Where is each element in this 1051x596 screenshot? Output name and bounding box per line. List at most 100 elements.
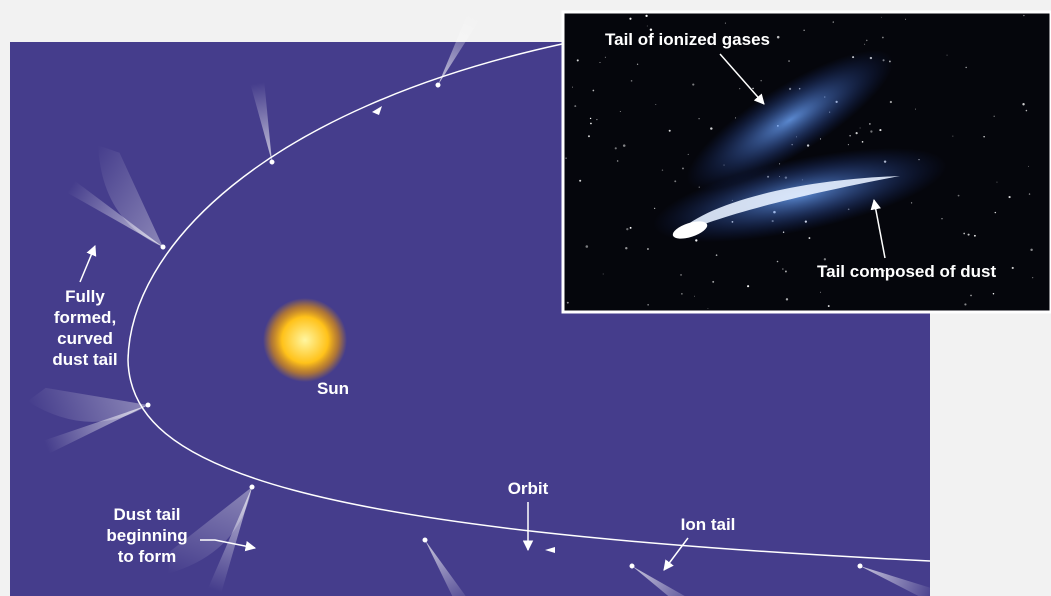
star [760,79,762,82]
star [715,254,718,256]
star [752,87,754,90]
star [728,44,731,47]
star [785,298,789,301]
comet-nucleus [160,244,166,250]
comet-dust-tail [98,145,163,247]
label: dust tail [52,350,117,369]
orbit-path [127,43,931,562]
star [803,29,805,31]
comets [27,10,937,596]
star [861,141,864,143]
comet-tail [438,10,482,85]
star [946,54,948,56]
star [596,118,598,121]
star [574,105,577,108]
comet-nucleus [435,82,441,88]
orbit-arrows [372,106,555,553]
star [724,22,726,24]
star [827,305,830,308]
star [1028,193,1031,195]
star [629,17,632,20]
star [680,274,682,276]
star [832,21,834,23]
star [1023,14,1025,17]
star [788,60,790,62]
star [957,194,960,197]
label: beginning [106,526,187,545]
star [579,179,582,182]
star [565,157,567,160]
star [654,207,656,209]
star [712,280,715,283]
star [655,103,657,105]
star [993,115,995,117]
star [970,294,972,297]
star [776,260,779,263]
star [963,232,966,235]
star [1008,195,1011,199]
inset-label: Tail of ionized gases [605,30,770,49]
star [674,180,677,183]
star [636,63,639,65]
star [881,16,882,18]
star [622,144,626,147]
star [681,293,683,295]
label: Ion tail [681,515,736,534]
star [973,234,976,237]
star [645,14,648,18]
star [882,36,884,39]
inset-photo: Tail of ionized gases Tail composed of d… [561,10,1051,314]
star [698,117,700,120]
comet-tail [425,540,473,596]
star [647,248,649,250]
star [849,135,851,137]
inset-label: Tail composed of dust [817,262,996,281]
label: formed, [54,308,116,327]
star [592,89,595,92]
star [820,291,822,293]
star [879,129,882,132]
star [614,147,617,150]
comet-nucleus [422,537,428,543]
comet [250,82,275,165]
star [687,153,689,155]
comet [27,387,151,454]
star [661,169,664,171]
star [776,35,780,39]
star [1011,266,1014,270]
star [905,18,907,20]
star [630,80,633,82]
star [996,181,998,183]
comet-nucleus [145,402,151,408]
label: Sun [317,379,349,398]
star [710,127,713,130]
star [914,108,916,110]
star [585,245,589,248]
star [571,86,573,88]
star [739,88,741,90]
star [952,135,954,137]
star [869,123,871,125]
star [1030,248,1033,252]
star [964,303,967,306]
comet-dust-tail [168,487,252,574]
star [782,268,784,270]
star [625,246,628,250]
comet [168,484,255,593]
comet [435,10,482,88]
label: to form [118,547,177,566]
comet-tail [632,566,702,596]
star [992,292,995,295]
star [855,132,858,135]
star [784,270,787,273]
star [808,237,811,239]
star [1022,103,1025,106]
comet-tail [250,82,272,162]
comet-tail [860,566,937,596]
star [576,59,579,62]
star [692,83,695,86]
star [870,130,873,133]
comet-nucleus [249,484,255,490]
star [649,28,653,31]
